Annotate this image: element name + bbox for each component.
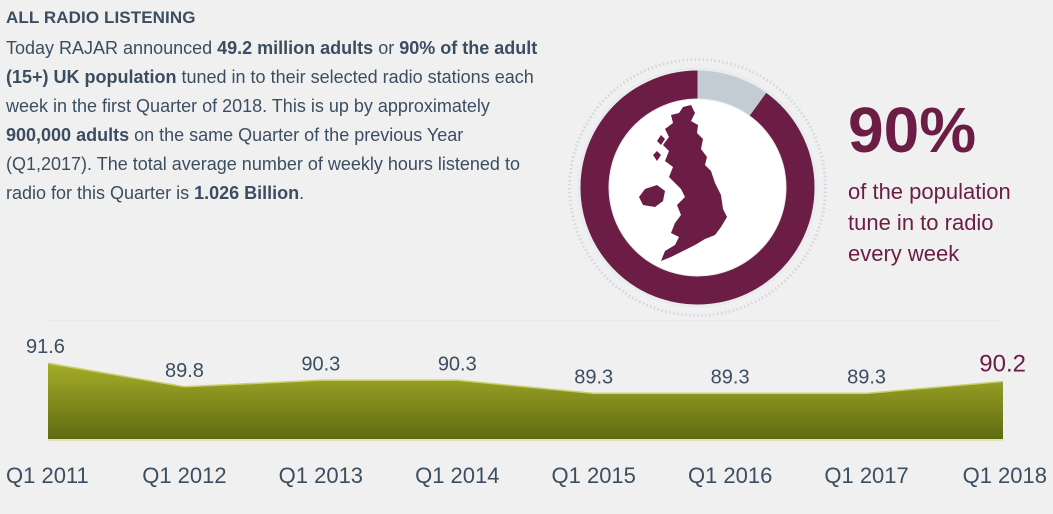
intro-bold-population-share: 90% of the adult (15+) UK population [6,38,538,87]
weekly-reach-area-chart: 91.6 Q1 2011 89.8 Q1 2012 90.3 Q1 2013 90.3 Q1 … [6,320,1047,488]
intro-bold-hours: 1.026 Billion [194,183,300,203]
data-label: 89.3 [711,366,750,388]
x-tick-label: Q1 2015 [552,463,636,488]
data-label: 91.6 [26,336,65,358]
intro-text-2: or [373,38,400,58]
ring-progress-arc [580,70,815,305]
intro-text-4: on the same Quarter of the previous Year… [6,125,520,203]
data-label: 90.2 [979,351,1026,378]
x-tick-label: Q1 2013 [279,463,363,488]
data-label: 89.8 [165,360,204,382]
reach-description: of the population tune in to radio every… [848,179,1011,266]
data-label: 90.3 [438,353,477,375]
reach-ring-gauge [568,58,827,317]
x-tick-label: Q1 2017 [824,463,908,488]
reach-percentage: 90% [848,94,977,166]
data-label: 89.3 [847,366,886,388]
intro-text-1: Today RAJAR announced [6,38,218,58]
x-tick-label: Q1 2016 [688,463,772,488]
reach-stat: 90% of the population tune in to radio e… [848,98,1053,269]
intro-bold-growth: 900,000 adults [6,125,130,145]
data-label: 89.3 [574,366,613,388]
x-tick-label: Q1 2014 [415,463,499,488]
intro-text-5: . [299,183,305,203]
uk-map-icon [639,105,727,261]
x-tick-label: Q1 2018 [963,463,1047,488]
intro-paragraph: Today RAJAR announced 49.2 million adult… [6,34,546,208]
intro-text-block: ALL RADIO LISTENING Today RAJAR announce… [6,8,546,208]
intro-text-3: tuned in to their selected radio station… [6,67,534,116]
data-label: 90.3 [301,353,340,375]
section-heading: ALL RADIO LISTENING [6,8,196,27]
intro-bold-adults-count: 49.2 million adults [217,38,374,58]
x-tick-label: Q1 2012 [142,463,226,488]
x-tick-label: Q1 2011 [6,463,89,488]
reach-area-edge [47,362,1004,395]
ring-outer-dots [568,58,827,317]
